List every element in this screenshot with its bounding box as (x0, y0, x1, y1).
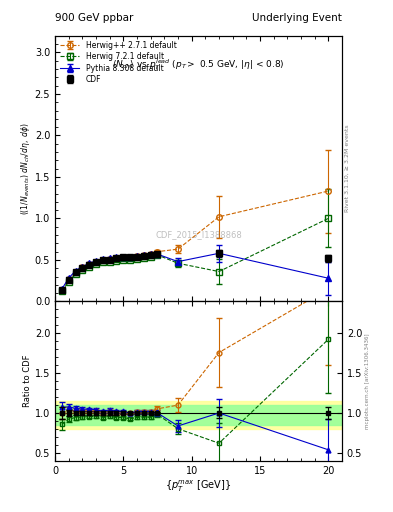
Text: 900 GeV ppbar: 900 GeV ppbar (55, 13, 133, 23)
Y-axis label: mcplots.cern.ch [arXiv:1306.3436]: mcplots.cern.ch [arXiv:1306.3436] (365, 333, 370, 429)
Y-axis label: $((1/N_{events})\ dN_{ch}/d\eta,\ d\phi)$: $((1/N_{events})\ dN_{ch}/d\eta,\ d\phi)… (19, 122, 32, 215)
Bar (55, 405, 342, 425)
Text: Underlying Event: Underlying Event (252, 13, 342, 23)
Legend: Herwig++ 2.7.1 default, Herwig 7.2.1 default, Pythia 8.308 default, CDF: Herwig++ 2.7.1 default, Herwig 7.2.1 def… (57, 38, 180, 87)
X-axis label: $\{p_T^{max}\ [\mathrm{GeV}]\}$: $\{p_T^{max}\ [\mathrm{GeV}]\}$ (165, 478, 231, 494)
Y-axis label: Ratio to CDF: Ratio to CDF (23, 355, 32, 408)
Text: $\langle N_{ch}\rangle$ vs $p_T^{lead}$ ($p_T >$ 0.5 GeV, $|\eta|$ < 0.8): $\langle N_{ch}\rangle$ vs $p_T^{lead}$ … (112, 57, 285, 72)
Text: CDF_2015_I1388868: CDF_2015_I1388868 (155, 230, 242, 240)
Bar (55, 401, 342, 429)
Y-axis label: Rivet 3.1.10, ≥ 3.2M events: Rivet 3.1.10, ≥ 3.2M events (345, 125, 350, 212)
